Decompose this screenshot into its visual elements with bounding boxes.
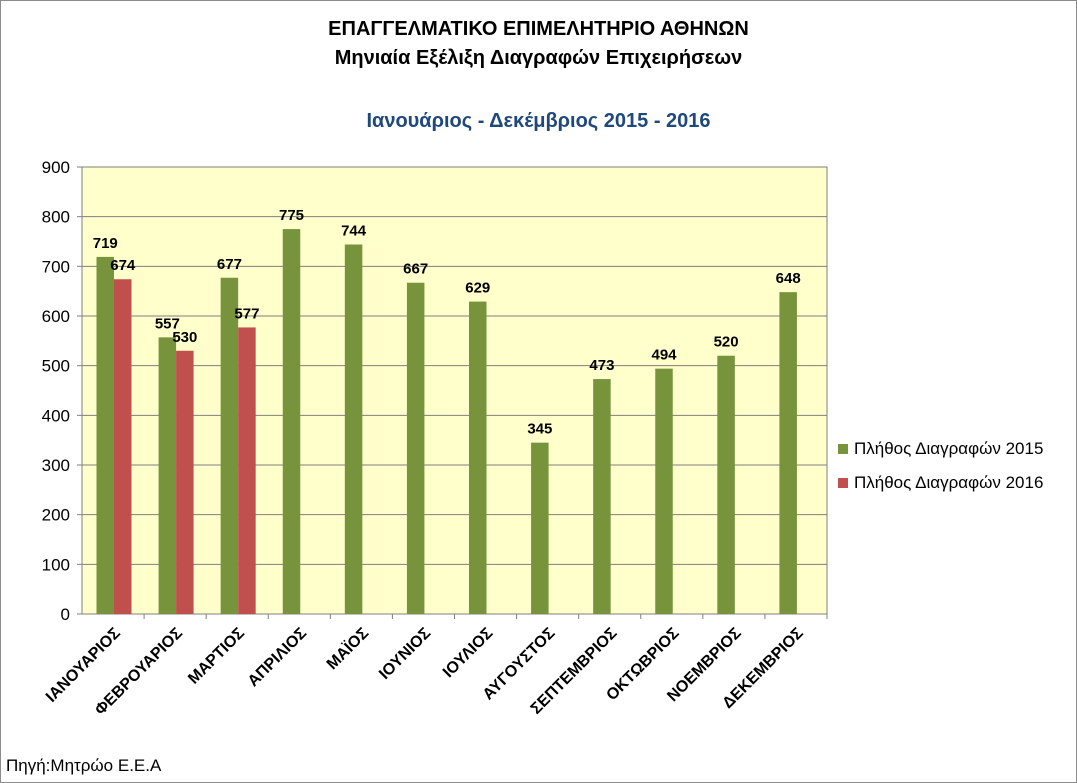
bars [96, 229, 797, 615]
data-label: 473 [589, 357, 614, 374]
legend-label-2016: Πλήθος Διαγραφών 2016 [854, 473, 1044, 492]
plot-area [81, 166, 828, 615]
data-label: 520 [714, 334, 739, 351]
legend: Πλήθος Διαγραφών 2015 Πλήθος Διαγραφών 2… [838, 432, 1043, 500]
y-tick-label: 100 [42, 555, 70, 574]
data-label: 674 [110, 257, 136, 274]
y-tick-label: 700 [42, 257, 70, 276]
source-note: Πηγή:Μητρώο Ε.Ε.Α [6, 756, 162, 775]
legend-label-2015: Πλήθος Διαγραφών 2015 [854, 439, 1044, 458]
data-label: 719 [93, 235, 118, 252]
bar [344, 244, 363, 615]
bar [717, 355, 735, 614]
x-tick-label: ΙΟΥΝΙΟΣ [376, 625, 434, 683]
data-label: 530 [172, 329, 197, 346]
data-label: 557 [155, 315, 180, 332]
y-tick-label: 200 [42, 506, 70, 525]
data-label: 648 [776, 270, 801, 287]
gridlines [82, 166, 827, 565]
data-label: 677 [217, 256, 242, 273]
bar [406, 282, 425, 614]
y-tick-label: 800 [42, 208, 70, 227]
data-label: 667 [403, 261, 428, 278]
y-tick-label: 600 [42, 307, 70, 326]
bar [158, 337, 177, 614]
x-tick-label: ΜΑΡΤΙΟΣ [185, 625, 248, 688]
bar [220, 277, 239, 614]
x-tick-label: ΑΠΡΙΛΙΟΣ [245, 625, 311, 691]
data-label: 629 [465, 280, 490, 297]
chart-title: ΕΠΑΓΓΕΛΜΑΤΙΚΟ ΕΠΙΜΕΛΗΤΗΡΙΟ ΑΘΗΝΩΝ [328, 18, 749, 40]
data-label: 744 [341, 222, 367, 239]
bar [176, 350, 194, 614]
y-tick-label: 900 [42, 158, 70, 177]
x-tick-label: ΙΟΥΛΙΟΣ [440, 625, 497, 682]
legend-swatch-2016 [838, 478, 848, 488]
bar [282, 229, 301, 615]
y-tick-label: 300 [42, 456, 70, 475]
bar [779, 292, 797, 614]
data-label: 345 [527, 421, 552, 438]
data-label: 775 [279, 207, 304, 224]
bar [114, 279, 132, 614]
x-tick-label: ΜΑΪΟΣ [323, 624, 372, 673]
bar [593, 379, 611, 614]
y-tick-label: 400 [42, 406, 70, 425]
y-tick-label: 0 [61, 605, 70, 624]
data-label: 577 [234, 305, 259, 322]
chart-title-line2: Μηνιαία Εξέλιξη Διαγραφών Επιχειρήσεων [334, 47, 743, 69]
chart-subtitle: Ιανουάριος - Δεκέμβριος 2015 - 2016 [366, 110, 711, 132]
legend-item-2016: Πλήθος Διαγραφών 2016 [838, 466, 1043, 500]
y-tick-label: 500 [42, 357, 70, 376]
bar [655, 368, 673, 614]
data-label: 494 [651, 347, 677, 364]
legend-swatch-2015 [838, 444, 848, 454]
bar [531, 442, 549, 614]
bar [469, 301, 487, 614]
legend-item-2015: Πλήθος Διαγραφών 2015 [838, 432, 1043, 466]
bar [238, 327, 256, 614]
bar [96, 256, 114, 614]
